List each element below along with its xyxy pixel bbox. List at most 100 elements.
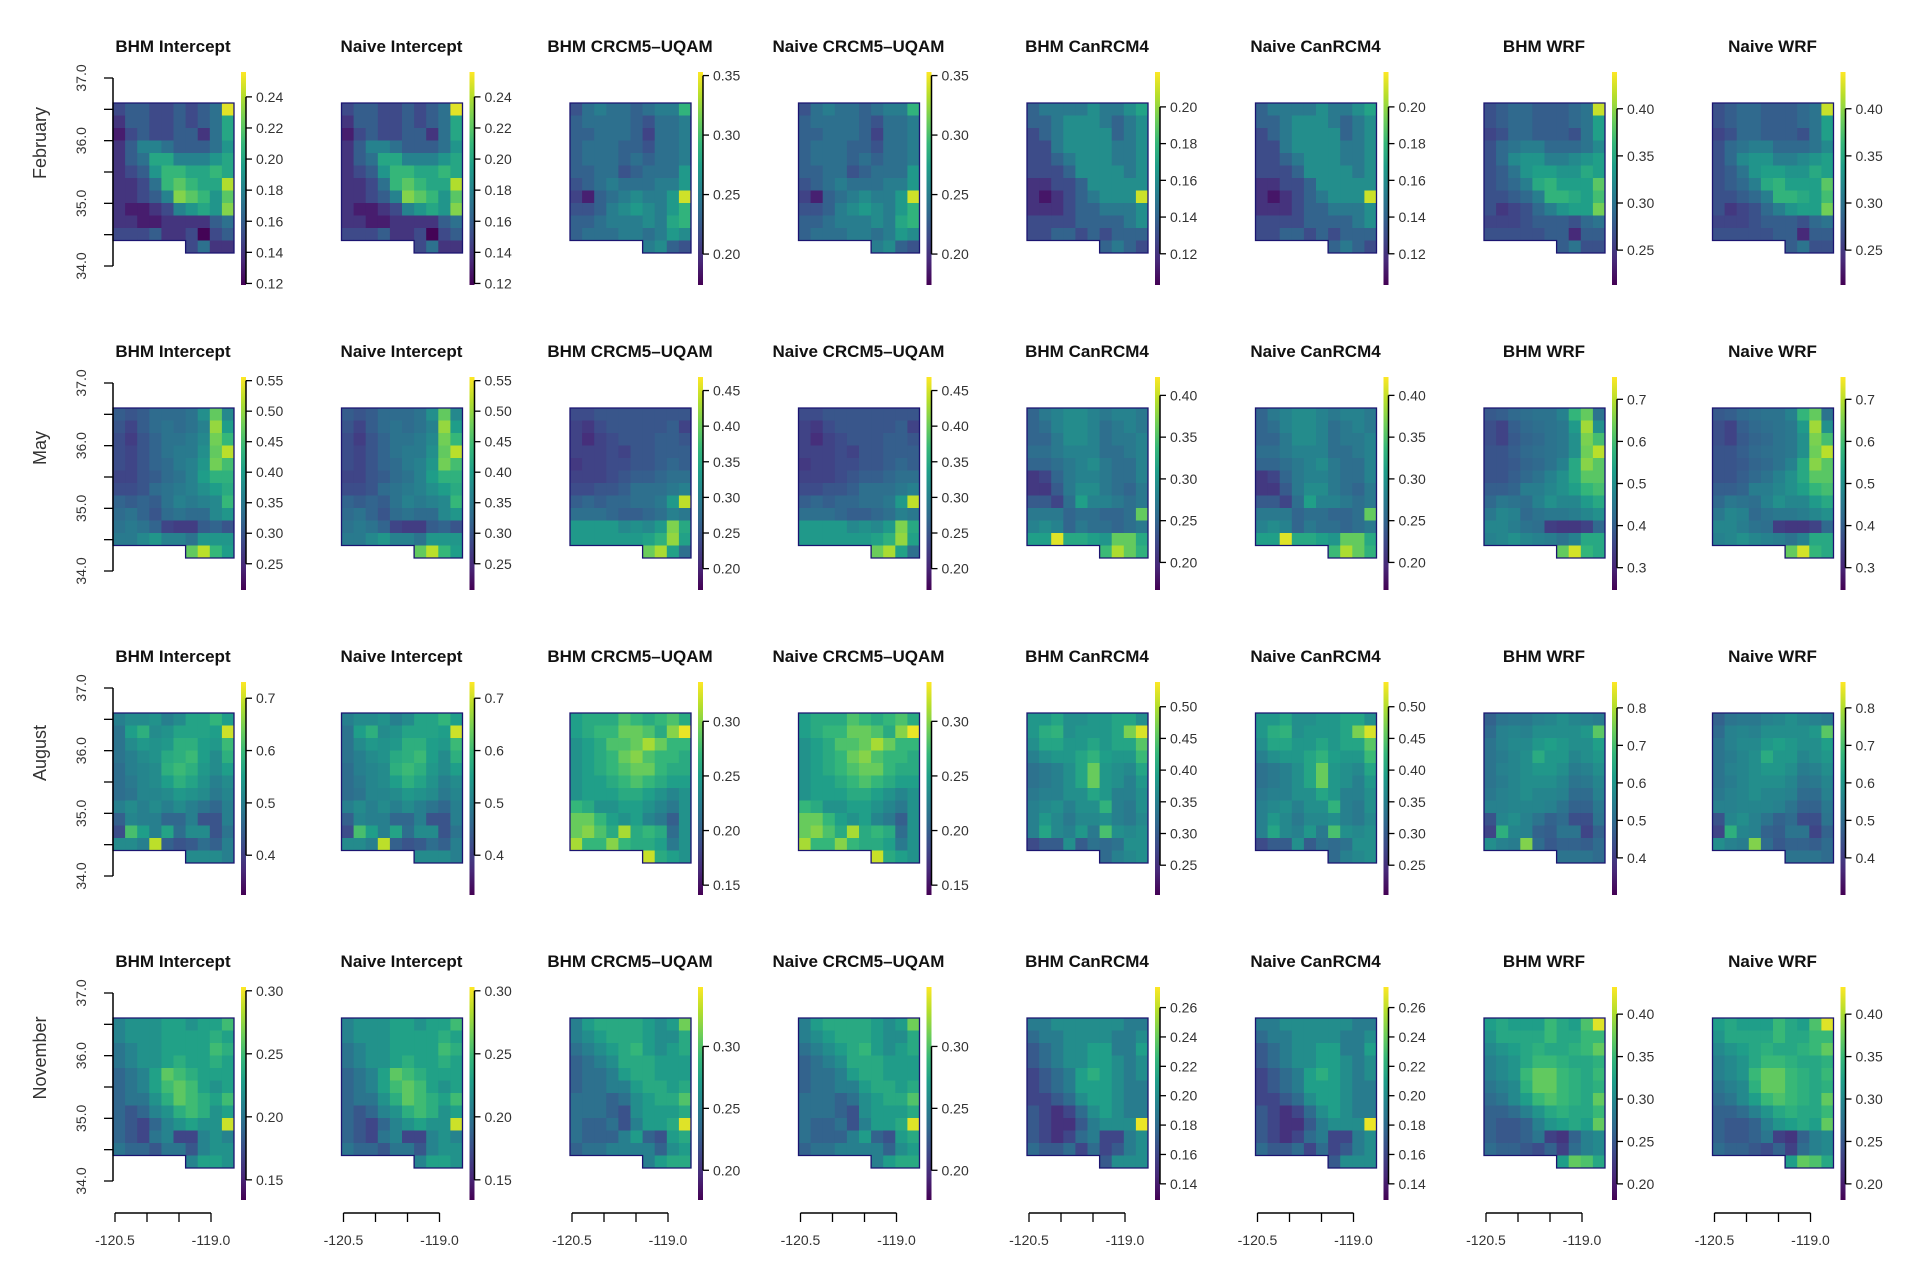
heatmap-cell	[1316, 1143, 1329, 1156]
heatmap-cell	[1724, 750, 1738, 764]
heatmap-cell	[185, 228, 199, 241]
heatmap-cell	[846, 1105, 860, 1119]
heatmap-cell	[1039, 1043, 1052, 1056]
heatmap-cell	[137, 228, 150, 241]
heatmap-cell	[582, 445, 595, 459]
region-outline	[1711, 407, 1835, 559]
heatmap-cell	[810, 153, 824, 166]
heatmap-cell	[438, 203, 451, 216]
heatmap-cell	[1580, 1143, 1594, 1156]
heatmap-cell	[197, 240, 211, 254]
heatmap-cell	[389, 420, 403, 434]
heatmap-cell	[666, 203, 680, 216]
heatmap-cell	[1063, 408, 1076, 421]
heatmap-cell	[1255, 1018, 1268, 1031]
heatmap-cell	[1328, 128, 1341, 141]
heatmap-cell	[1592, 165, 1606, 179]
heatmap-cell	[1328, 508, 1341, 521]
heatmap-cell	[1712, 725, 1725, 739]
heatmap-cell	[1279, 1093, 1293, 1106]
heatmap-cell	[1580, 128, 1594, 141]
heatmap-cell	[1316, 215, 1329, 229]
heatmap-cell	[895, 215, 908, 229]
heatmap-cell	[594, 228, 607, 241]
heatmap-cell	[389, 470, 403, 484]
heatmap-cell	[1027, 725, 1040, 739]
heatmap-cell	[173, 215, 186, 229]
heatmap-cell	[666, 725, 680, 739]
heatmap-cell	[1592, 800, 1606, 814]
heatmap-cell	[1712, 483, 1725, 496]
heatmap-cell	[221, 190, 235, 204]
heatmap-cell	[113, 763, 126, 776]
heatmap-cell	[1352, 203, 1365, 216]
heatmap-cell	[221, 788, 235, 801]
heatmap-cell	[341, 1130, 354, 1144]
heatmap-cell	[1544, 408, 1557, 421]
heatmap-cell	[1075, 1130, 1088, 1144]
heatmap-cell	[1303, 750, 1317, 764]
heatmap-cell	[438, 165, 451, 179]
heatmap-cell	[1027, 533, 1040, 546]
heatmap-cell	[1592, 545, 1606, 559]
heatmap-cell	[1364, 408, 1377, 421]
heatmap-cell	[630, 520, 643, 534]
heatmap-cell	[1809, 203, 1822, 216]
heatmap-cell	[1135, 1093, 1149, 1106]
heatmap-cell	[414, 1130, 427, 1144]
heatmap-cell	[846, 1043, 860, 1056]
heatmap-cell	[871, 420, 884, 434]
heatmap-cell	[1508, 813, 1521, 826]
heatmap-cell	[1496, 165, 1509, 179]
heatmap-cell	[209, 1043, 223, 1056]
heatmap-cell	[402, 1143, 415, 1156]
heatmap-cell	[1724, 115, 1738, 129]
heatmap-cell	[1568, 240, 1582, 254]
heatmap-cell	[1592, 215, 1606, 229]
heatmap-cell	[438, 1043, 451, 1056]
heatmap-cell	[1364, 545, 1377, 559]
heatmap-cell	[606, 1080, 619, 1094]
heatmap-cell	[1255, 1055, 1268, 1069]
heatmap-cell	[438, 1105, 451, 1119]
heatmap-cell	[125, 750, 138, 764]
heatmap-cell	[197, 140, 211, 154]
heatmap-cell	[678, 115, 692, 129]
x-axis: -120.5 -119.0	[95, 1212, 231, 1248]
heatmap-cell	[618, 750, 631, 764]
heatmap-cell	[1748, 483, 1762, 496]
heatmap-cell	[402, 228, 415, 241]
heatmap-cell	[822, 140, 836, 154]
heatmap-cell	[1532, 433, 1545, 446]
heatmap-cell	[1748, 1068, 1762, 1081]
heatmap-cell	[402, 1118, 415, 1131]
heatmap-cell	[1532, 788, 1545, 801]
heatmap-cell	[1556, 140, 1570, 154]
heatmap-cell	[883, 228, 896, 241]
heatmap-cell	[185, 850, 199, 864]
heatmap-cell	[1111, 140, 1125, 154]
heatmap-cell	[125, 433, 138, 446]
heatmap-cell	[883, 1018, 896, 1031]
heatmap-cell	[1712, 153, 1725, 166]
heatmap-cell	[1773, 215, 1786, 229]
heatmap-cell	[426, 128, 439, 141]
heatmap-cell	[125, 1143, 138, 1156]
colorbar-tick-label: 0.6	[1856, 775, 1876, 791]
heatmap-cell	[1027, 153, 1040, 166]
heatmap-cell	[161, 813, 174, 826]
heatmap-cell	[450, 128, 463, 141]
heatmap-cell	[1123, 725, 1137, 739]
heatmap-cell	[1484, 190, 1497, 204]
heatmap-cell	[149, 1068, 162, 1081]
heatmap-cell	[618, 713, 631, 726]
heatmap-cell	[426, 1130, 439, 1144]
heatmap-cell	[137, 763, 150, 776]
heatmap-cell	[846, 1130, 860, 1144]
heatmap-cell	[1773, 128, 1786, 141]
heatmap-cell	[1508, 458, 1521, 471]
heatmap-cell	[113, 1130, 126, 1144]
heatmap-cell	[1592, 153, 1606, 166]
heatmap-cell	[1760, 1118, 1774, 1131]
row-label: August	[30, 725, 50, 781]
